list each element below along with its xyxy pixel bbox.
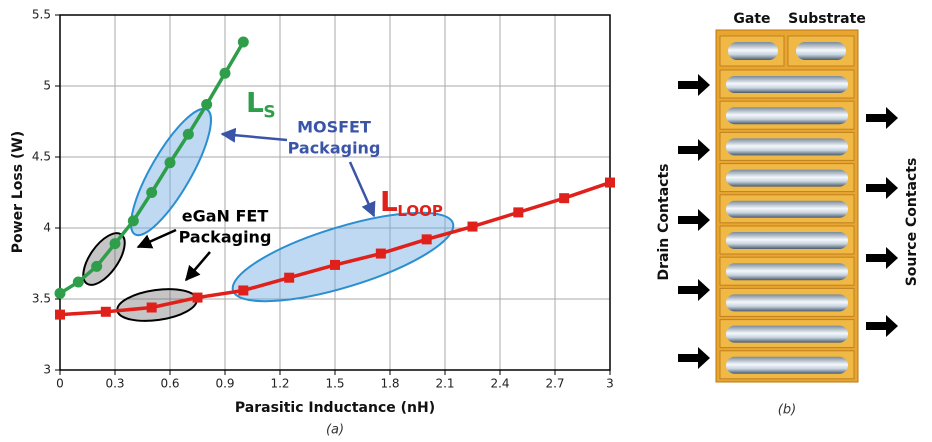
diagram: Gate Substrate Drain Contacts Source Con… <box>656 11 920 418</box>
x-tick-label: 0.6 <box>160 377 179 391</box>
y-tick-label: 5 <box>43 79 51 93</box>
y-axis-title: Power Loss (W) <box>10 131 26 253</box>
x-tick-label: 0.3 <box>105 377 124 391</box>
annotation-subscript: S <box>263 102 275 122</box>
contact-bump <box>726 356 848 374</box>
point <box>330 259 340 270</box>
arrow <box>348 161 376 218</box>
y-tick-label: 4.5 <box>32 150 51 164</box>
contact-arrow <box>678 139 710 161</box>
point <box>127 215 139 227</box>
plot-frame <box>59 14 611 371</box>
x-tick-label: 1.8 <box>380 377 399 391</box>
gate-label: Gate <box>733 11 770 27</box>
y-tick-label: 3.5 <box>32 292 51 306</box>
contact-arrow <box>866 315 898 337</box>
substrate-bump <box>796 42 846 60</box>
x-tick-label: 3 <box>606 377 614 391</box>
contact-bump <box>726 169 848 187</box>
point <box>238 285 249 296</box>
y-tick-label: 5.5 <box>32 8 51 22</box>
contact-bump <box>726 263 848 281</box>
contact-bump <box>726 325 848 343</box>
annotation: Packaging <box>288 139 381 158</box>
point <box>237 36 249 48</box>
gate-bump <box>728 42 778 60</box>
caption: (a) <box>326 423 344 438</box>
x-tick-label: 0.9 <box>215 377 234 391</box>
arrow <box>220 127 288 143</box>
point <box>375 248 386 259</box>
contact-bump <box>726 200 848 218</box>
x-tick-label: 2.1 <box>435 377 454 391</box>
point <box>559 193 570 204</box>
contact-bump <box>726 138 848 156</box>
contact-bump <box>726 232 848 249</box>
point <box>192 292 203 303</box>
point <box>55 309 65 320</box>
point <box>513 207 524 218</box>
x-axis-title: Parasitic Inductance (nH) <box>235 400 435 416</box>
contact-arrow <box>678 279 710 301</box>
contact-arrow <box>866 177 898 199</box>
annotation: L <box>246 86 264 119</box>
caption: (b) <box>778 403 796 418</box>
contact-arrow <box>866 247 898 269</box>
point <box>467 221 478 232</box>
point <box>146 187 158 198</box>
point <box>109 238 121 250</box>
x-tick-label: 2.7 <box>545 377 564 391</box>
point <box>605 177 615 188</box>
substrate-label: Substrate <box>788 11 866 27</box>
x-tick-label: 0 <box>56 377 64 391</box>
point <box>100 306 111 317</box>
x-tick-label: 1.5 <box>325 377 344 391</box>
contact-arrow <box>678 209 710 231</box>
point <box>182 128 194 140</box>
point <box>421 234 432 245</box>
point <box>54 287 66 299</box>
contact-arrow <box>678 347 710 369</box>
point <box>146 302 157 313</box>
annotation-subscript: LOOP <box>397 202 443 220</box>
arrow <box>185 251 211 282</box>
point <box>164 157 176 169</box>
annotation: Packaging <box>179 228 272 247</box>
x-tick-label: 2.4 <box>490 377 509 391</box>
annotation: MOSFET <box>297 118 371 137</box>
y-tick-label: 3 <box>43 363 51 377</box>
annotation: eGaN FET <box>182 207 269 226</box>
chart: 0 0.3 0.6 0.9 1.2 1.5 1.8 2.1 2.4 2.7 3 3 3.5 4 4.5 5 5.… <box>32 8 615 391</box>
drain-label: Drain Contacts <box>656 164 672 281</box>
contact-bump <box>726 294 848 312</box>
point <box>284 272 295 283</box>
contact-bump <box>726 76 848 93</box>
contact-arrow <box>866 107 898 129</box>
annotation: L <box>380 185 398 218</box>
point <box>219 67 231 79</box>
point <box>201 98 213 110</box>
y-tick-label: 4 <box>43 221 51 235</box>
contact-arrow <box>678 74 710 96</box>
point <box>91 260 103 272</box>
source-label: Source Contacts <box>904 158 920 287</box>
arrow <box>136 228 177 249</box>
x-tick-label: 1.2 <box>270 377 289 391</box>
contact-bump <box>726 107 848 125</box>
point <box>72 276 84 288</box>
